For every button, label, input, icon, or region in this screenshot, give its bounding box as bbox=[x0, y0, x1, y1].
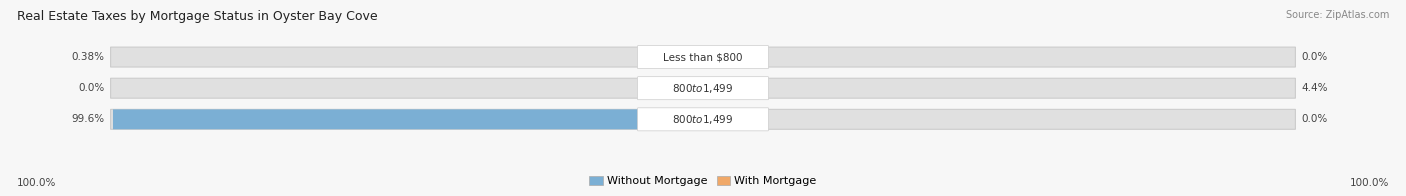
FancyBboxPatch shape bbox=[111, 109, 1295, 129]
Text: Source: ZipAtlas.com: Source: ZipAtlas.com bbox=[1285, 10, 1389, 20]
Text: 0.0%: 0.0% bbox=[1302, 52, 1327, 62]
Text: Less than $800: Less than $800 bbox=[664, 52, 742, 62]
Text: 99.6%: 99.6% bbox=[72, 114, 104, 124]
Text: 0.0%: 0.0% bbox=[1302, 114, 1327, 124]
Text: $800 to $1,499: $800 to $1,499 bbox=[672, 82, 734, 95]
FancyBboxPatch shape bbox=[700, 47, 703, 67]
Text: 0.0%: 0.0% bbox=[79, 83, 104, 93]
FancyBboxPatch shape bbox=[111, 47, 1295, 67]
FancyBboxPatch shape bbox=[637, 45, 769, 69]
Legend: Without Mortgage, With Mortgage: Without Mortgage, With Mortgage bbox=[585, 171, 821, 191]
FancyBboxPatch shape bbox=[112, 109, 703, 129]
Text: 100.0%: 100.0% bbox=[1350, 178, 1389, 188]
FancyBboxPatch shape bbox=[637, 77, 769, 100]
FancyBboxPatch shape bbox=[637, 108, 769, 131]
Text: $800 to $1,499: $800 to $1,499 bbox=[672, 113, 734, 126]
Text: 4.4%: 4.4% bbox=[1302, 83, 1327, 93]
FancyBboxPatch shape bbox=[703, 78, 730, 98]
Text: 100.0%: 100.0% bbox=[17, 178, 56, 188]
Text: 0.38%: 0.38% bbox=[72, 52, 104, 62]
Text: Real Estate Taxes by Mortgage Status in Oyster Bay Cove: Real Estate Taxes by Mortgage Status in … bbox=[17, 10, 377, 23]
FancyBboxPatch shape bbox=[111, 78, 1295, 98]
